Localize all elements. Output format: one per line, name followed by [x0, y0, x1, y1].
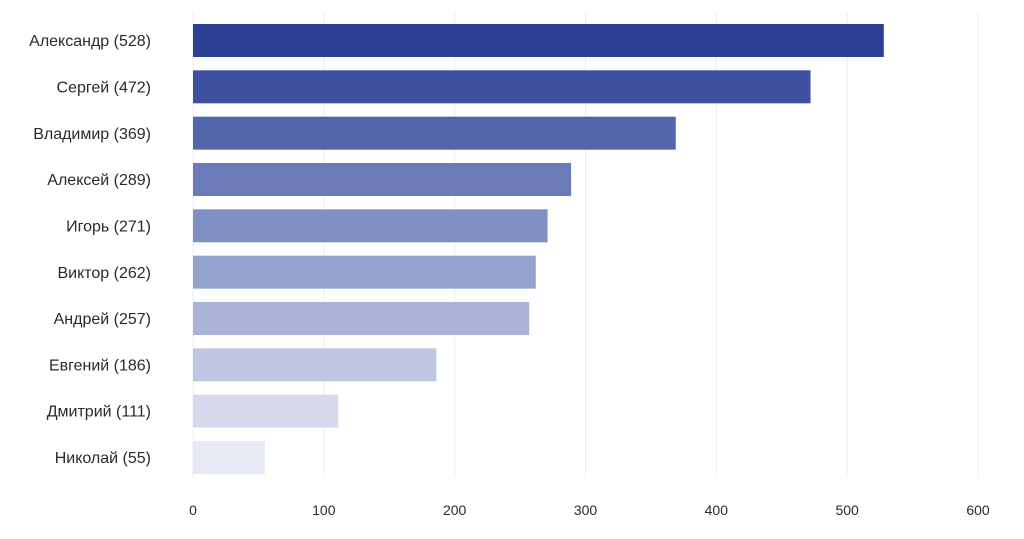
x-tick-label: 600	[966, 502, 990, 518]
x-tick-label: 200	[443, 502, 467, 518]
bar	[193, 162, 572, 196]
bars-group	[193, 24, 884, 474]
bar	[193, 348, 437, 382]
category-labels: Александр (528) Сергей (472) Владимир (369…	[29, 33, 151, 467]
bar	[193, 209, 548, 243]
bar	[193, 255, 536, 289]
category-label: Александр (528)	[29, 33, 151, 50]
category-label: Андрей (257)	[54, 311, 151, 328]
x-tick-label: 0	[189, 502, 197, 518]
category-label: Игорь (271)	[66, 218, 151, 235]
category-label: Сергей (472)	[57, 79, 151, 96]
bar	[193, 24, 884, 57]
bar	[193, 70, 811, 104]
category-label: Дмитрий (111)	[47, 404, 151, 421]
category-label: Алексей (289)	[47, 172, 151, 189]
x-tick-label: 500	[835, 502, 859, 518]
x-tick-label: 400	[705, 502, 729, 518]
category-label: Владимир (369)	[33, 126, 151, 143]
bar	[193, 116, 676, 150]
bar	[193, 301, 530, 335]
x-axis-tick-labels: 0 100 200 300 400 500 600	[189, 502, 990, 518]
bar	[193, 440, 265, 474]
category-label: Евгений (186)	[49, 357, 151, 374]
x-tick-label: 300	[574, 502, 598, 518]
category-label: Николай (55)	[55, 450, 151, 467]
bar	[193, 394, 339, 428]
category-label: Виктор (262)	[57, 265, 151, 282]
x-tick-label: 100	[312, 502, 336, 518]
